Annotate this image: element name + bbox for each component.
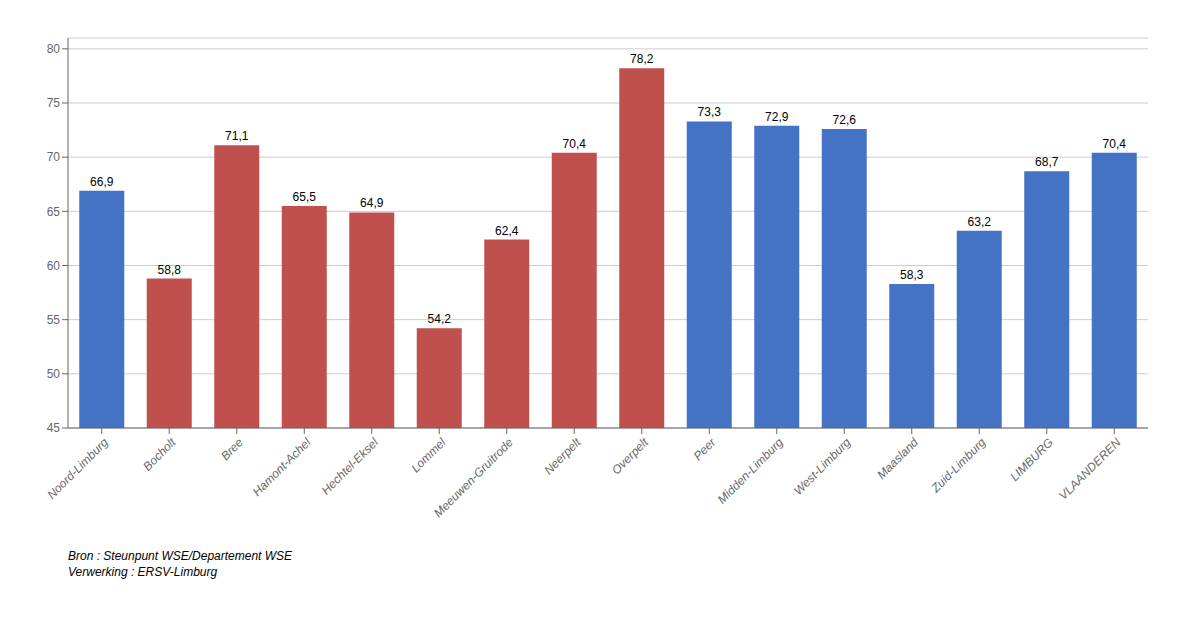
svg-text:70: 70 [47, 150, 61, 164]
svg-text:Neerpelt: Neerpelt [541, 435, 583, 477]
svg-text:Maasland: Maasland [874, 435, 921, 482]
svg-text:Zuid-Limburg: Zuid-Limburg [928, 435, 989, 496]
svg-text:VLAANDEREN: VLAANDEREN [1056, 435, 1124, 503]
svg-text:68,7: 68,7 [1035, 155, 1059, 169]
svg-text:66,9: 66,9 [90, 175, 114, 189]
svg-text:Hamont-Achel: Hamont-Achel [250, 435, 314, 499]
svg-text:Bree: Bree [218, 435, 246, 463]
svg-text:80: 80 [47, 42, 61, 56]
svg-text:70,4: 70,4 [1103, 137, 1127, 151]
svg-text:45: 45 [47, 421, 61, 435]
html-text:Verwerking : ERSV-Limburg: Verwerking : ERSV-Limburg [68, 565, 218, 579]
svg-text:72,6: 72,6 [833, 113, 857, 127]
svg-text:63,2: 63,2 [968, 215, 992, 229]
svg-text:Peer: Peer [691, 435, 720, 464]
svg-text:64,9: 64,9 [360, 196, 384, 210]
svg-text:50: 50 [47, 367, 61, 381]
svg-text:Meeuwen-Gruitrode: Meeuwen-Gruitrode [431, 435, 516, 520]
svg-text:73,3: 73,3 [698, 105, 722, 119]
svg-text:Midden-Limburg: Midden-Limburg [715, 435, 786, 506]
svg-text:78,2: 78,2 [630, 52, 654, 66]
svg-text:60: 60 [47, 259, 61, 273]
svg-text:71,1: 71,1 [225, 129, 249, 143]
svg-text:72,9: 72,9 [765, 110, 789, 124]
svg-text:62,4: 62,4 [495, 224, 519, 238]
svg-text:Overpelt: Overpelt [609, 435, 651, 477]
svg-text:65: 65 [47, 205, 61, 219]
svg-text:LIMBURG: LIMBURG [1007, 435, 1056, 484]
svg-text:58,3: 58,3 [900, 268, 924, 282]
svg-text:West-Limburg: West-Limburg [791, 435, 854, 498]
svg-text:58,8: 58,8 [158, 263, 182, 277]
svg-text:Lommel: Lommel [408, 435, 448, 475]
svg-text:Bocholt: Bocholt [140, 435, 179, 474]
svg-text:75: 75 [47, 96, 61, 110]
svg-text:55: 55 [47, 313, 61, 327]
svg-text:Noord-Limburg: Noord-Limburg [44, 435, 111, 502]
svg-text:65,5: 65,5 [293, 190, 317, 204]
html-text:Bron : Steunpunt WSE/Departeme: Bron : Steunpunt WSE/Departement WSE [68, 549, 293, 563]
svg-text:Hechtel-Eksel: Hechtel-Eksel [319, 435, 381, 497]
svg-text:70,4: 70,4 [563, 137, 587, 151]
svg-text:54,2: 54,2 [428, 312, 452, 326]
